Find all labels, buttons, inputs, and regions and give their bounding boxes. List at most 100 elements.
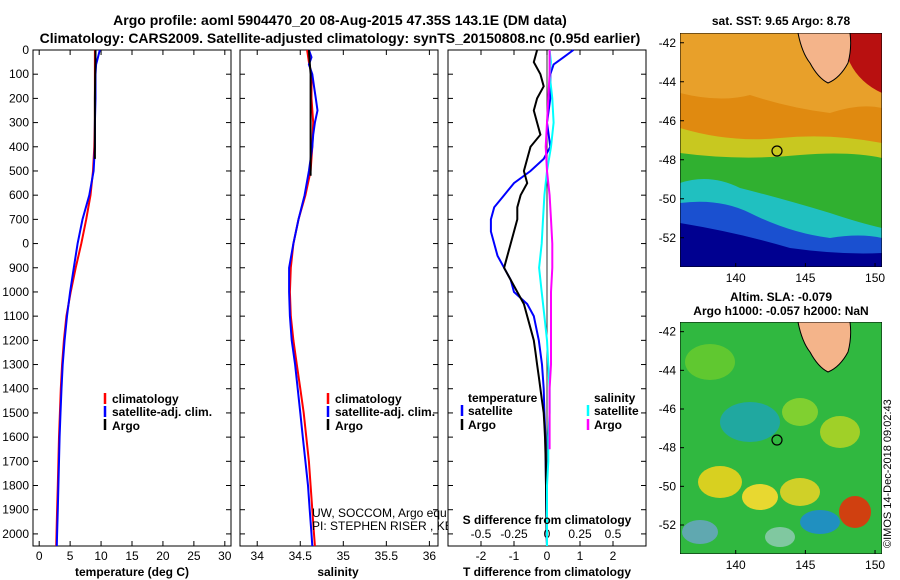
sst-map-panel: sat. SST: 9.65 Argo: 8.78 -42 -44 -46 -48 -5… bbox=[659, 14, 886, 285]
lon-tick-label: 150 bbox=[865, 558, 885, 572]
depth-tick-label: 1800 bbox=[2, 479, 29, 493]
difference-depth-ticks bbox=[448, 49, 646, 535]
salinity-x-axis: 34 34.5 35 35.5 36 bbox=[251, 50, 437, 563]
s-diff-tick-label: 0.5 bbox=[605, 527, 622, 541]
depth-tick-label: 1400 bbox=[2, 382, 29, 396]
tasmania-landmass bbox=[797, 33, 852, 84]
depth-tick-label: 1200 bbox=[2, 333, 29, 347]
sla-blob bbox=[698, 466, 742, 498]
x-tick-label: -1 bbox=[509, 549, 520, 563]
series-line-s-satellite bbox=[538, 49, 555, 546]
depth-axis: 0 100 200 300 400 500 600 700 0 900 1000 1100 1200 13… bbox=[2, 43, 231, 541]
depth-tick-label: 900 bbox=[9, 261, 29, 275]
imos-watermark: ©IMOS 14-Dec-2018 09:02:43 bbox=[882, 399, 894, 548]
x-tick-label: 35 bbox=[337, 549, 351, 563]
legend-climatology: climatology bbox=[112, 392, 179, 406]
sla-blob bbox=[839, 496, 871, 528]
lat-tick-label: -44 bbox=[659, 75, 677, 89]
x-tick-label: 35.5 bbox=[375, 549, 399, 563]
diff-legend-t-argo: Argo bbox=[468, 418, 496, 432]
sst-map-image bbox=[680, 33, 882, 267]
title-line2: Climatology: CARS2009. Satellite-adjuste… bbox=[40, 30, 641, 46]
lat-tick-label: -46 bbox=[659, 402, 677, 416]
x-tick-label: 0 bbox=[36, 549, 43, 563]
series-line-t-argo bbox=[503, 49, 548, 547]
lat-tick-label: -50 bbox=[659, 479, 677, 493]
sla-blob bbox=[820, 416, 860, 448]
sal-legend-satellite: satellite-adj. clim. bbox=[335, 405, 435, 419]
lon-tick-label: 140 bbox=[726, 271, 746, 285]
depth-tick-label: 1600 bbox=[2, 430, 29, 444]
s-diff-tick-label: 0.25 bbox=[568, 527, 592, 541]
salinity-panel: 34 34.5 35 35.5 36 salinity climatology sate… bbox=[239, 49, 556, 579]
depth-tick-label: 0 bbox=[22, 43, 29, 57]
depth-tick-label: 200 bbox=[9, 91, 29, 105]
lon-tick-label: 145 bbox=[795, 558, 815, 572]
depth-tick-label: 300 bbox=[9, 116, 29, 130]
difference-panel: -2 -1 0 1 2 -0.5 -0.25 0 0.25 0.5 T difference f… bbox=[447, 49, 647, 579]
lat-tick-label: -46 bbox=[659, 114, 677, 128]
lon-tick-label: 145 bbox=[795, 271, 815, 285]
x-tick-label: 5 bbox=[67, 549, 74, 563]
sla-blob bbox=[800, 510, 840, 534]
depth-tick-label: 700 bbox=[9, 212, 29, 226]
temperature-legend: climatology satellite-adj. clim. Argo bbox=[103, 392, 212, 433]
series-line-satellite-adj-clim- bbox=[288, 49, 319, 547]
temperature-series bbox=[55, 49, 101, 547]
x-tick-label: 2 bbox=[610, 549, 617, 563]
depth-tick-label: 600 bbox=[9, 188, 29, 202]
difference-xlabel: T difference from climatology bbox=[463, 565, 631, 579]
x-tick-label: 30 bbox=[218, 549, 232, 563]
salinity-depth-ticks bbox=[240, 49, 438, 535]
x-tick-label: 25 bbox=[187, 549, 201, 563]
lat-tick-label: -42 bbox=[659, 36, 677, 50]
depth-tick-label: 1500 bbox=[2, 406, 29, 420]
s-diff-tick-label: -0.5 bbox=[471, 527, 492, 541]
temperature-axes-frame bbox=[32, 49, 232, 547]
x-tick-label: 34 bbox=[251, 549, 265, 563]
series-line-argo bbox=[93, 50, 97, 159]
x-tick-label: 20 bbox=[156, 549, 170, 563]
difference-xlabel2: S difference from climatology bbox=[463, 513, 632, 527]
depth-tick-label: 400 bbox=[9, 140, 29, 154]
x-tick-label: -2 bbox=[476, 549, 487, 563]
lat-tick-label: -48 bbox=[659, 441, 677, 455]
diff-legend-s-satellite: satellite bbox=[594, 404, 639, 418]
sla-lon-axis: 140 145 150 bbox=[726, 550, 885, 572]
salinity-series bbox=[288, 49, 319, 547]
difference-legend: temperature satellite Argo salinity sate… bbox=[460, 391, 639, 432]
sla-lat-axis: -42 -44 -46 -48 -50 -52 bbox=[659, 325, 684, 532]
argo-position-marker bbox=[771, 145, 783, 157]
sal-legend-climatology: climatology bbox=[335, 392, 402, 406]
depth-tick-label: 0 bbox=[22, 237, 29, 251]
sla-map-panel: Altim. SLA: -0.079 Argo h1000: -0.057 h2… bbox=[659, 290, 886, 572]
x-tick-label: 0 bbox=[544, 549, 551, 563]
legend-satellite: satellite-adj. clim. bbox=[112, 405, 212, 419]
legend-salinity-title: salinity bbox=[594, 391, 636, 405]
lat-tick-label: -52 bbox=[659, 231, 677, 245]
depth-tick-label: 1300 bbox=[2, 358, 29, 372]
depth-tick-label: 100 bbox=[9, 67, 29, 81]
sla-title-line1: Altim. SLA: -0.079 bbox=[730, 290, 832, 304]
difference-series bbox=[489, 49, 574, 547]
lat-tick-label: -52 bbox=[659, 518, 677, 532]
sst-deep-blue-band bbox=[680, 223, 882, 267]
depth-tick-label: 1700 bbox=[2, 454, 29, 468]
sla-blob bbox=[720, 402, 780, 442]
sst-map-title: sat. SST: 9.65 Argo: 8.78 bbox=[712, 14, 851, 28]
title-line1: Argo profile: aoml 5904470_20 08-Aug-201… bbox=[113, 12, 567, 28]
temperature-x-axis: 0 5 10 15 20 25 30 bbox=[36, 50, 232, 563]
argo-position-marker bbox=[771, 434, 783, 446]
sla-blob bbox=[742, 484, 778, 510]
temperature-panel: 0100200300400500600700090010001100120013… bbox=[2, 43, 232, 579]
lat-tick-label: -48 bbox=[659, 153, 677, 167]
series-line-argo bbox=[307, 49, 312, 176]
depth-tick-label: 2000 bbox=[2, 527, 29, 541]
salinity-axes-frame bbox=[239, 49, 439, 547]
lon-tick-label: 140 bbox=[726, 558, 746, 572]
x-tick-label: 36 bbox=[423, 549, 437, 563]
legend-temperature-title: temperature bbox=[468, 391, 538, 405]
sal-legend-argo: Argo bbox=[335, 419, 363, 433]
sla-blob bbox=[782, 398, 818, 426]
